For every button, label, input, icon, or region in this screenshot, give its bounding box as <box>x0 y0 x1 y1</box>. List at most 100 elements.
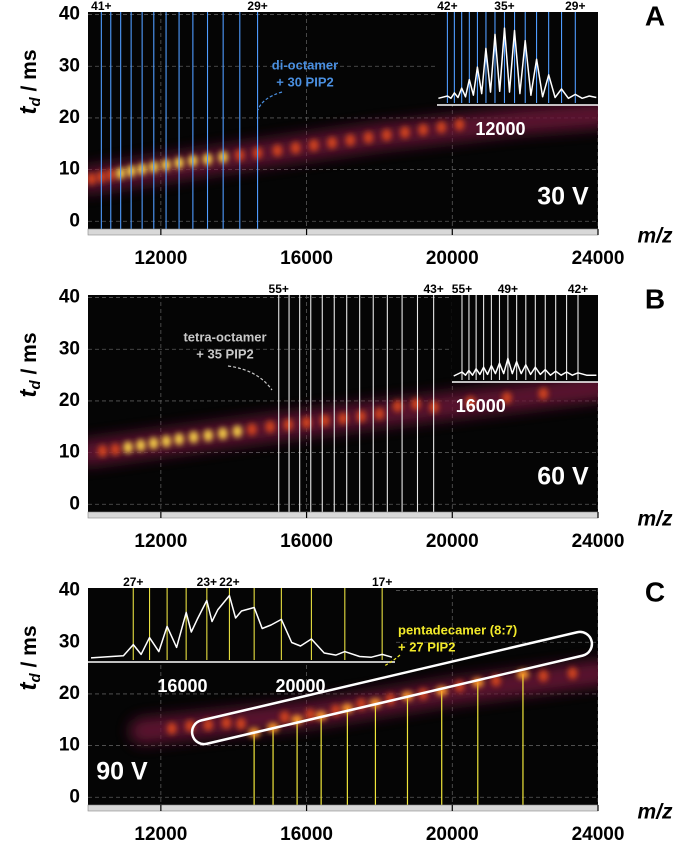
y-axis-label: td / ms <box>15 49 44 114</box>
signal-spot <box>308 139 319 152</box>
signal-spot <box>232 425 243 438</box>
signal-spot <box>392 400 403 413</box>
signal-spot <box>345 134 356 147</box>
x-tick-label: 16000 <box>280 531 333 552</box>
inset-spectrum <box>453 357 597 377</box>
x-tick-label: 20000 <box>426 248 479 269</box>
panel: 0 10 20 30 40 12000 16000 20000 24000 16000 20000 2… <box>15 575 673 845</box>
plot-content <box>88 12 598 229</box>
signal-spot <box>236 717 246 730</box>
x-tick-label: 12000 <box>134 824 187 845</box>
charge-label: 27+ <box>123 575 143 589</box>
voltage-label: 90 V <box>96 758 148 786</box>
signal-spot <box>265 420 276 433</box>
signal-spot <box>538 669 549 682</box>
y-tick-label: 0 <box>69 786 80 807</box>
overlay <box>190 630 594 746</box>
signal-spot <box>148 437 159 450</box>
signal-spot <box>217 427 228 440</box>
charge-label: 22+ <box>219 575 239 589</box>
inset-area <box>452 295 598 382</box>
y-tick-label: 0 <box>69 210 80 231</box>
y-tick-label: 30 <box>59 55 80 76</box>
plot-content <box>88 295 598 512</box>
y-tick-label: 20 <box>59 683 80 704</box>
signal-band <box>88 102 598 193</box>
signal-spot <box>327 136 338 149</box>
signal-spot <box>465 395 476 408</box>
panel-letter: B <box>645 283 665 314</box>
y-label-main: t <box>15 389 42 398</box>
inset-spectrum <box>90 594 393 659</box>
signal-spot <box>319 414 330 427</box>
charge-label: 42+ <box>568 282 588 296</box>
charge-label: 55+ <box>452 282 472 296</box>
x-tick-label: 20000 <box>426 824 479 845</box>
signal-spot <box>283 418 294 431</box>
y-tick-label: 0 <box>69 493 80 514</box>
x-axis-label: m/z <box>637 225 673 248</box>
x-tick-label: 16000 <box>280 248 333 269</box>
signal-spot <box>501 391 512 404</box>
y-tick-label: 10 <box>59 735 80 756</box>
signal-spot <box>567 667 578 680</box>
signal-spot <box>123 441 134 454</box>
annotation: + 30 PIP2 <box>276 74 333 89</box>
panel: 0 10 20 30 40 12000 16000 20000 24000 55+ 43+ 16000… <box>15 282 673 552</box>
signal-spot <box>454 118 465 131</box>
panels: 0 10 20 30 40 12000 16000 20000 24000 41+ 29+ 12000… <box>15 0 673 845</box>
y-tick-label: 20 <box>59 107 80 128</box>
y-tick-label: 40 <box>59 287 80 308</box>
signal-spot <box>399 126 410 139</box>
charge-label: 35+ <box>494 0 514 13</box>
signal-spot <box>272 144 283 157</box>
signal-spot <box>374 407 385 420</box>
charge-label: 23+ <box>197 575 217 589</box>
panel-letter: C <box>645 576 665 607</box>
charge-label: 29+ <box>247 0 267 13</box>
x-tick-label: 24000 <box>572 248 625 269</box>
charge-label: 49+ <box>498 282 518 296</box>
voltage-label: 30 V <box>537 183 589 211</box>
panel-letter: A <box>645 0 665 31</box>
y-tick-label: 30 <box>59 631 80 652</box>
annotation: + 35 PIP2 <box>196 346 253 361</box>
signal-spot <box>221 716 232 729</box>
x-axis-label: m/z <box>637 508 673 531</box>
signal-spot <box>246 423 257 436</box>
x-tick-label: 24000 <box>572 824 625 845</box>
charge-label: 17+ <box>372 575 392 589</box>
y-label-rest: / ms <box>18 625 41 673</box>
signal-spot <box>363 131 374 144</box>
annotation: tetra-octamer <box>183 329 266 344</box>
signal-spot <box>88 172 97 185</box>
signal-spot <box>161 435 172 448</box>
charge-label: 55+ <box>269 282 289 296</box>
x-tick-label: 16000 <box>280 824 333 845</box>
signal-spot <box>97 445 108 458</box>
highlight-capsule <box>190 630 594 746</box>
inset-tick-label: 12000 <box>475 119 525 139</box>
y-axis-label: td / ms <box>15 332 44 397</box>
y-tick-label: 10 <box>59 159 80 180</box>
y-label-rest: / ms <box>18 49 41 97</box>
annotation-leader <box>257 91 283 111</box>
plot-content <box>88 588 598 805</box>
signal-spot <box>166 722 177 735</box>
panel: 0 10 20 30 40 12000 16000 20000 24000 41+ 29+ 12000… <box>15 0 673 269</box>
y-label-sub: d <box>27 673 44 683</box>
signal-spot <box>110 443 121 456</box>
y-label-main: t <box>15 106 42 115</box>
signal-spot <box>381 128 392 141</box>
peak-spot <box>516 669 529 680</box>
signal-spot <box>305 708 316 721</box>
charge-label: 29+ <box>565 0 585 13</box>
y-tick-label: 20 <box>59 390 80 411</box>
x-axis-label: m/z <box>637 801 673 824</box>
charge-label: 41+ <box>91 0 111 13</box>
annotation-leader <box>383 654 401 667</box>
y-tick-label: 30 <box>59 338 80 359</box>
inset-tick-label: 16000 <box>157 676 207 696</box>
y-label-sub: d <box>27 380 44 390</box>
